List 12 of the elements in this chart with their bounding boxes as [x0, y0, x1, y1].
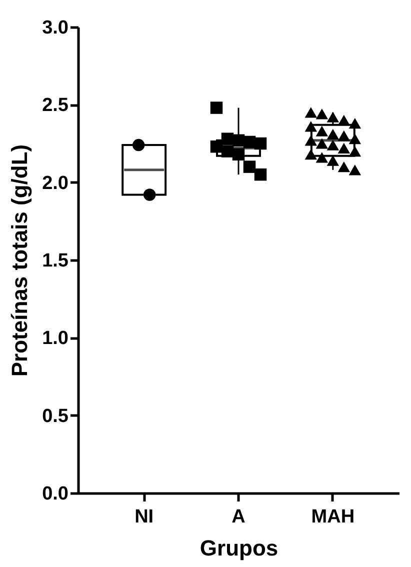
y-tick-label: 1.5: [42, 250, 69, 272]
y-tick-label: 2.5: [42, 95, 69, 116]
y-axis-title: Proteínas totais (g/dL): [7, 144, 32, 377]
x-tick-label: A: [232, 506, 246, 528]
y-tick-label: 3.0: [42, 18, 68, 38]
y-tick-label: 2.0: [42, 172, 68, 194]
x-tick-label: MAH: [311, 506, 355, 528]
y-tick-label: 0.0: [42, 484, 68, 504]
y-tick-label: 0.5: [42, 406, 69, 427]
y-tick-label: 1.0: [42, 328, 68, 350]
x-axis-title: Grupos: [200, 536, 278, 560]
x-tick-label: NI: [134, 506, 154, 528]
